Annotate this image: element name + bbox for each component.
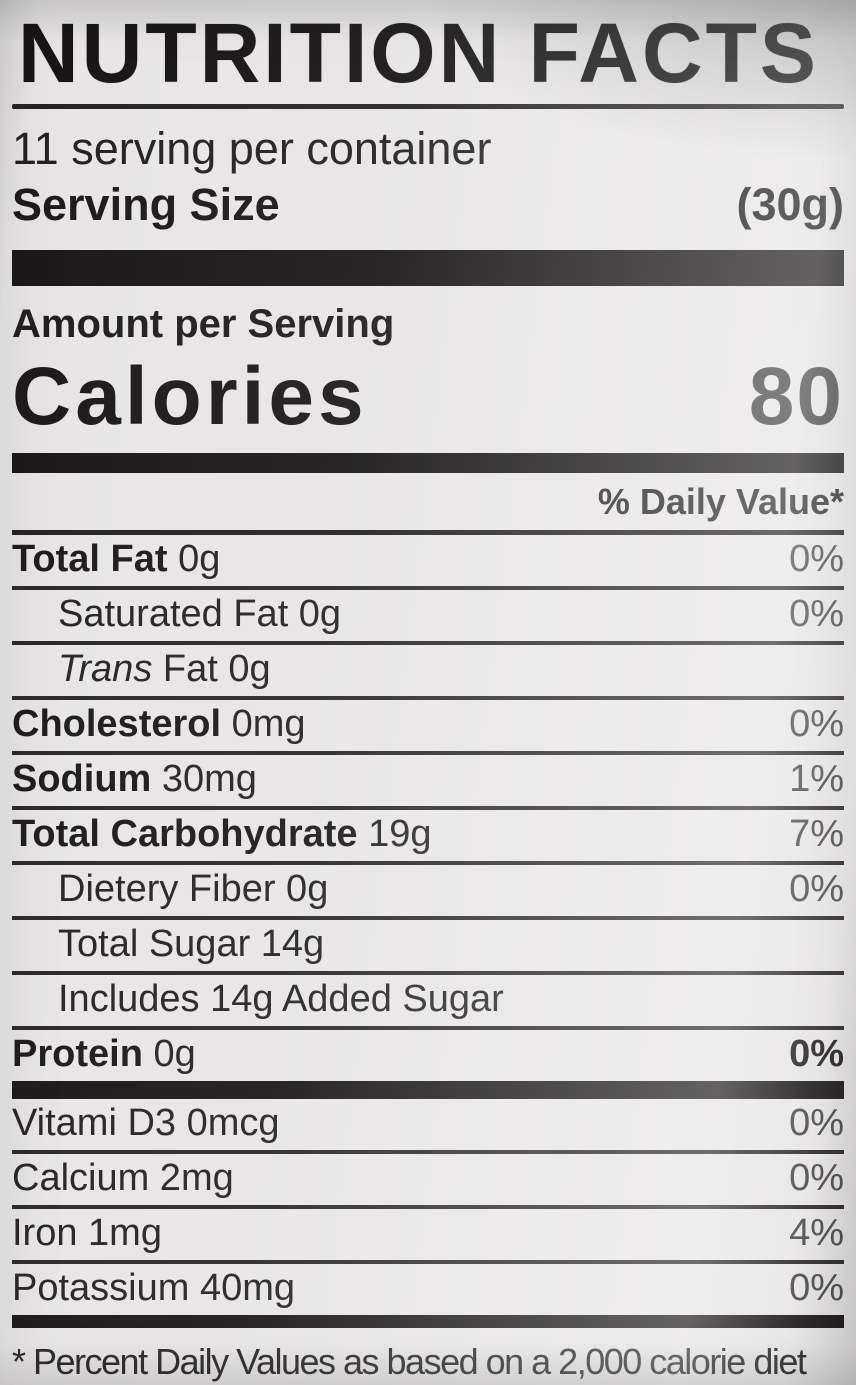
thick-divider-calories — [12, 452, 844, 473]
nutrient-row-cholesterol: Cholesterol 0mg 0% — [12, 700, 844, 756]
nutrient-label: Calcium 2mg — [12, 1157, 234, 1200]
nutrient-row-saturated-fat: Saturated Fat 0g 0% — [12, 590, 844, 646]
daily-value-header: % Daily Value* — [597, 480, 844, 522]
nutrient-label: Total Sugar 14g — [58, 923, 325, 966]
title-divider — [12, 103, 844, 109]
nutrient-row-added-sugar: Includes 14g Added Sugar — [12, 975, 844, 1031]
nutrient-label: Protein 0g — [12, 1033, 196, 1076]
thick-divider-bottom — [12, 1315, 844, 1329]
nutrient-row-total-sugar: Total Sugar 14g — [12, 920, 844, 976]
daily-value-percent: 4% — [789, 1212, 844, 1255]
calories-value: 80 — [748, 350, 844, 442]
serving-size-row: Serving Size (30g) — [12, 178, 844, 231]
calories-label: Calories — [12, 350, 368, 442]
daily-value-percent: 7% — [789, 813, 844, 856]
nutrient-label: Cholesterol 0mg — [12, 703, 306, 746]
nutrient-row-total-fat: Total Fat 0g 0% — [12, 535, 844, 591]
nutrient-label: Includes 14g Added Sugar — [58, 978, 504, 1021]
serving-size-value: (30g) — [736, 178, 844, 230]
daily-value-percent: 0% — [789, 868, 844, 911]
nutrient-row-protein: Protein 0g 0% — [12, 1030, 844, 1081]
nutrient-label: Dietery Fiber 0g — [58, 868, 329, 911]
nutrient-label: Trans Fat 0g — [58, 648, 271, 691]
label-title: NUTRITION FACTS — [18, 6, 819, 100]
nutrient-label: Iron 1mg — [12, 1212, 162, 1255]
daily-value-footnote: * Percent Daily Values as based on a 2,0… — [12, 1341, 807, 1383]
nutrient-table: Total Fat 0g 0% Saturated Fat 0g 0% Tran… — [12, 530, 844, 1081]
nutrient-label: Vitami D3 0mcg — [12, 1102, 280, 1145]
thick-divider-top — [12, 249, 844, 286]
micronutrient-row-vitamin-d3: Vitami D3 0mcg 0% — [12, 1099, 844, 1155]
micronutrient-table: Vitami D3 0mcg 0% Calcium 2mg 0% Iron 1m… — [12, 1099, 844, 1315]
servings-per-container: 11 serving per container — [12, 122, 492, 174]
micronutrient-row-calcium: Calcium 2mg 0% — [12, 1154, 844, 1210]
nutrient-label: Sodium 30mg — [12, 758, 257, 801]
daily-value-percent: 0% — [789, 538, 844, 581]
daily-value-percent: 1% — [789, 758, 844, 801]
daily-value-percent: 0% — [789, 1157, 844, 1200]
daily-value-percent: 0% — [789, 1033, 844, 1076]
nutrient-row-total-carbohydrate: Total Carbohydrate 19g 7% — [12, 810, 844, 866]
daily-value-percent: 0% — [789, 1267, 844, 1310]
nutrient-label: Saturated Fat 0g — [58, 593, 342, 636]
daily-value-percent: 0% — [789, 1102, 844, 1145]
nutrient-row-trans-fat: Trans Fat 0g — [12, 645, 844, 701]
daily-value-percent: 0% — [789, 593, 844, 636]
nutrient-label: Potassium 40mg — [12, 1267, 296, 1310]
serving-size-label: Serving Size — [12, 178, 280, 230]
nutrient-row-dietary-fiber: Dietery Fiber 0g 0% — [12, 865, 844, 921]
micronutrient-row-potassium: Potassium 40mg 0% — [12, 1264, 844, 1315]
nutrient-label: Total Carbohydrate 19g — [12, 813, 432, 856]
amount-per-serving: Amount per Serving — [12, 301, 395, 346]
nutrient-label: Total Fat 0g — [12, 538, 221, 581]
thick-divider-protein — [12, 1081, 844, 1100]
daily-value-percent: 0% — [789, 703, 844, 746]
micronutrient-row-iron: Iron 1mg 4% — [12, 1209, 844, 1265]
nutrient-row-sodium: Sodium 30mg 1% — [12, 755, 844, 811]
calories-row: Calories 80 — [12, 350, 844, 442]
